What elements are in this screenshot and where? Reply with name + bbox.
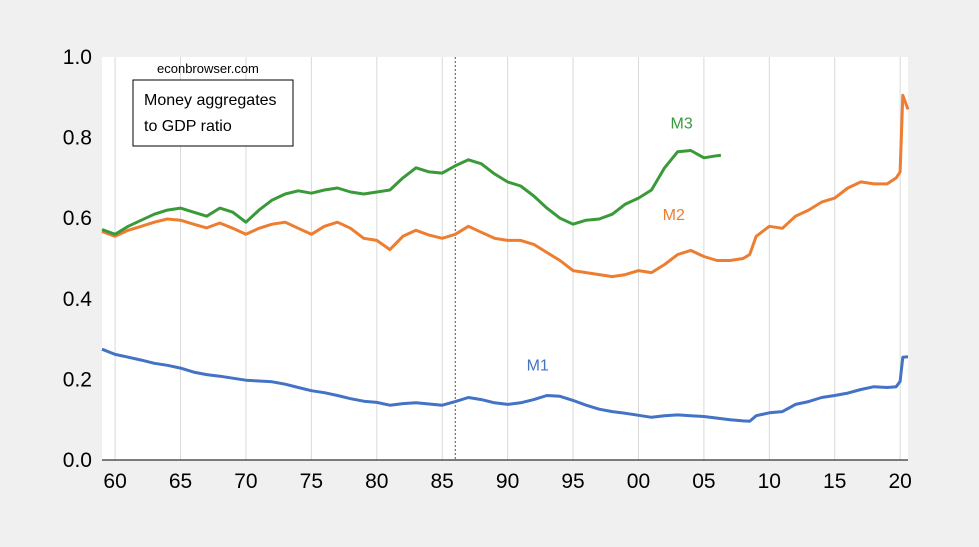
x-tick-label: 20 xyxy=(888,470,911,493)
y-tick-label: 1.0 xyxy=(63,46,92,69)
y-tick-label: 0.4 xyxy=(63,288,93,311)
y-tick-label: 0.2 xyxy=(63,368,92,391)
x-tick-label: 65 xyxy=(169,470,192,493)
x-tick-label: 85 xyxy=(431,470,454,493)
grid-lines xyxy=(114,57,901,460)
y-tick-label: 0.6 xyxy=(63,207,92,230)
series-line-m2 xyxy=(101,93,910,279)
series-labels: M1 M2 M3 xyxy=(527,116,693,375)
y-tick-label: 0.8 xyxy=(63,127,92,150)
x-tick-label: 00 xyxy=(627,470,650,493)
series-line-m1 xyxy=(101,347,909,423)
y-tick-labels: 0.0 0.2 0.4 0.6 0.8 1.0 xyxy=(63,46,93,472)
x-tick-label: 10 xyxy=(758,470,781,493)
series-lines xyxy=(101,93,910,423)
x-tick-label: 05 xyxy=(692,470,715,493)
x-tick-label: 80 xyxy=(365,470,388,493)
x-tick-label: 70 xyxy=(234,470,257,493)
series-label-m2: M2 xyxy=(663,207,685,224)
source-note: econbrowser.com xyxy=(157,61,259,76)
series-label-m3: M3 xyxy=(671,116,693,133)
series-label-m1: M1 xyxy=(527,358,549,375)
x-tick-labels: 60 65 70 75 80 85 90 95 00 05 10 15 20 xyxy=(103,470,911,493)
description-box xyxy=(132,79,294,147)
x-tick-label: 15 xyxy=(823,470,846,493)
x-tick-label: 75 xyxy=(300,470,323,493)
x-tick-label: 90 xyxy=(496,470,519,493)
x-tick-label: 95 xyxy=(561,470,584,493)
x-tick-label: 60 xyxy=(103,470,126,493)
description-line-1: Money aggregates xyxy=(144,92,277,109)
description-line-2: to GDP ratio xyxy=(144,118,232,135)
series-line-m3 xyxy=(101,149,722,236)
y-tick-label: 0.0 xyxy=(63,449,92,472)
